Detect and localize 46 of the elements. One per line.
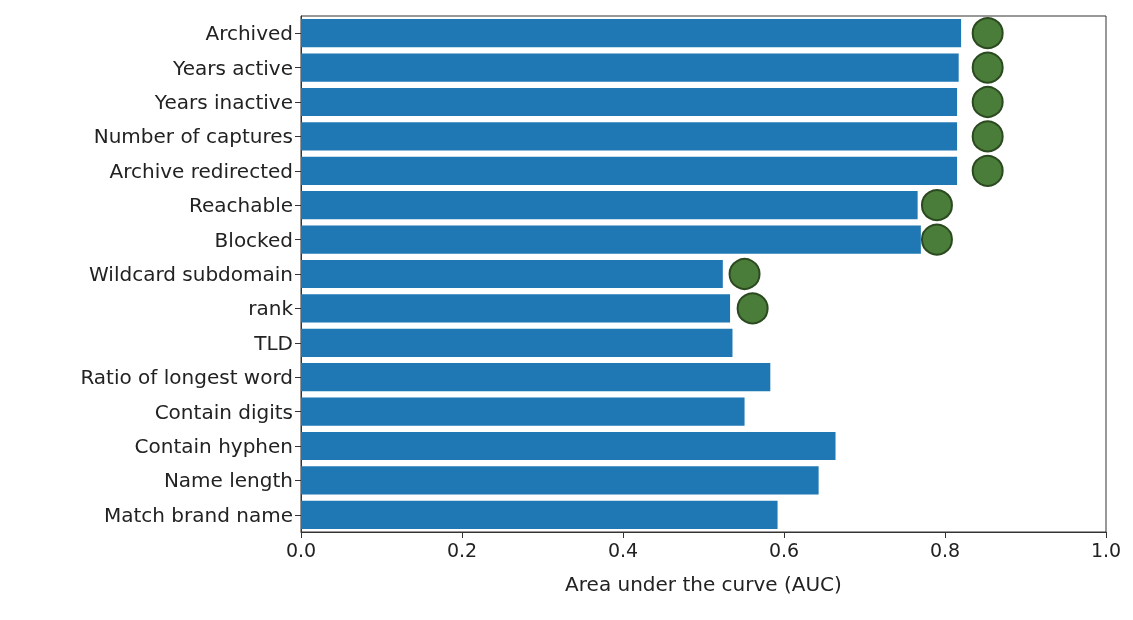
bar (301, 328, 733, 357)
bar (301, 259, 723, 289)
bar (301, 363, 771, 392)
bar (301, 87, 958, 117)
bar (301, 19, 962, 48)
y-tick-label: Archived (205, 21, 293, 46)
point (920, 223, 953, 256)
bar (301, 466, 819, 495)
bar (301, 225, 921, 254)
x-tick-label: 0.8 (929, 538, 961, 561)
y-tick-label: TLD (253, 330, 293, 355)
y-tick-label: Contain hyphen (134, 434, 293, 458)
point (971, 86, 1004, 118)
point (728, 258, 761, 290)
y-tick-label: Match brand name (103, 502, 293, 527)
y-tick-label: Name length (163, 468, 293, 493)
point (971, 51, 1004, 84)
y-tick-label: Ratio of longest word (80, 365, 293, 390)
point (971, 154, 1004, 187)
point (736, 292, 769, 325)
x-tick-label: 1.0 (1090, 538, 1122, 561)
x-tick-label: 0.4 (607, 538, 639, 561)
y-tick-label: Contain digits (154, 399, 293, 424)
x-tick-label: 0.0 (285, 538, 317, 561)
bar (301, 122, 958, 151)
bar (301, 294, 731, 323)
bar (301, 191, 918, 220)
y-tick-label: Blocked (214, 227, 293, 252)
point (971, 120, 1004, 153)
point (971, 17, 1004, 50)
x-axis-title: Area under the curve (AUC) (565, 572, 842, 596)
y-tick-label: rank (248, 296, 294, 321)
y-tick-label: Reachable (188, 193, 293, 218)
x-tick-label: 0.6 (768, 538, 800, 561)
y-tick-label: Years inactive (153, 90, 293, 114)
y-tick-label: Number of captures (93, 124, 293, 149)
y-tick-label: Archive redirected (109, 158, 293, 183)
bar (301, 397, 745, 426)
bar (301, 431, 836, 461)
y-tick-label: Years active (172, 55, 293, 80)
bar (301, 53, 959, 82)
bar (301, 156, 958, 185)
point (920, 189, 953, 222)
x-tick-label: 0.2 (446, 538, 478, 561)
bar (301, 500, 778, 529)
y-tick-label: Wildcard subdomain (88, 262, 293, 286)
